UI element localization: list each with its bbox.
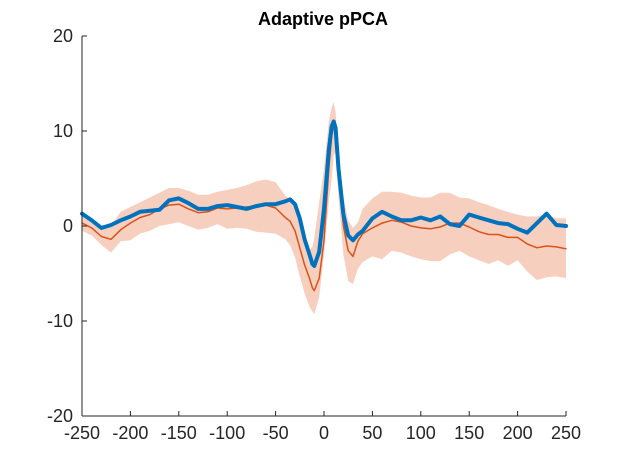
axes: -250 -200 -150 -100 -50 0 50 100 150 200 250-20-10… — [47, 26, 581, 443]
x-tick-label: -50 — [263, 423, 289, 443]
x-tick-label: 50 — [362, 423, 382, 443]
mean-series-line — [81, 124, 567, 292]
x-tick-label: -200 — [112, 423, 148, 443]
x-tick-label: 0 — [319, 423, 329, 443]
y-tick-label: 0 — [63, 216, 73, 236]
x-tick-label: 100 — [406, 423, 436, 443]
x-tick-label: -250 — [64, 423, 100, 443]
x-tick-label: 250 — [551, 423, 581, 443]
x-tick-label: 150 — [454, 423, 484, 443]
x-tick-label: -100 — [209, 423, 245, 443]
y-tick-label: 20 — [53, 26, 73, 46]
y-tick-label: 10 — [53, 121, 73, 141]
estimate-series-line — [80, 119, 568, 268]
x-tick-label: -150 — [161, 423, 197, 443]
y-tick-label: -20 — [47, 406, 73, 426]
y-tick-label: -10 — [47, 311, 73, 331]
plot-area — [80, 36, 568, 416]
chart-title: Adaptive pPCA — [258, 9, 388, 29]
x-tick-label: 200 — [503, 423, 533, 443]
